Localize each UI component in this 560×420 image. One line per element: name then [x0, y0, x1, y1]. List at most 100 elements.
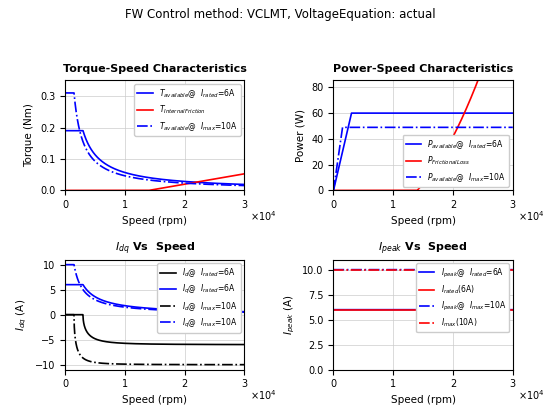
$I_{peak}$@  $I_{rated}$=6A	[339, 307, 346, 312]
$T_{available}$@  $I_{rated}$=6A	[144, 175, 151, 180]
$I_{rated}$(6A)	[330, 307, 337, 312]
$I_d$@  $I_{max}$=10A	[149, 362, 156, 367]
Y-axis label: Torque (Nm): Torque (Nm)	[25, 103, 34, 167]
$I_d$@  $I_{max}$=10A	[62, 312, 68, 317]
$P_{available}$@  $I_{max}$=10A	[413, 125, 419, 130]
$T_{InternalFriction}$	[62, 188, 68, 193]
Y-axis label: Power (W): Power (W)	[296, 109, 306, 162]
$I_{peak}$@  $I_{rated}$=6A	[358, 307, 365, 312]
$P_{available}$@  $I_{max}$=10A	[339, 125, 346, 130]
Title: $I_{peak}$ Vs  Speed: $I_{peak}$ Vs Speed	[379, 241, 468, 257]
$I_{peak}$@  $I_{max}$=10A	[472, 267, 478, 272]
Text: FW Control method: VCLMT, VoltageEquation: actual: FW Control method: VCLMT, VoltageEquatio…	[125, 8, 435, 21]
$T_{available}$@  $I_{rated}$=6A	[236, 182, 242, 187]
$I_q$@  $I_{rated}$=6A	[203, 308, 209, 313]
$I_q$@  $I_{max}$=10A	[62, 262, 68, 267]
$I_{peak}$@  $I_{max}$=10A	[346, 267, 352, 272]
$P_{FrictionalLoss}$	[413, 188, 419, 193]
Line: $I_d$@  $I_{max}$=10A: $I_d$@ $I_{max}$=10A	[65, 315, 244, 365]
$I_q$@  $I_{rated}$=6A	[241, 309, 248, 314]
$P_{available}$@  $I_{rated}$=6A	[413, 110, 419, 116]
$T_{available}$@  $I_{max}$=10A	[144, 177, 151, 182]
Line: $P_{available}$@  $I_{rated}$=6A: $P_{available}$@ $I_{rated}$=6A	[334, 113, 513, 190]
$I_{peak}$@  $I_{rated}$=6A	[418, 307, 424, 312]
$I_d$@  $I_{rated}$=6A	[71, 312, 78, 317]
Text: $\times10^4$: $\times10^4$	[250, 209, 277, 223]
X-axis label: Speed (rpm): Speed (rpm)	[391, 395, 456, 405]
$T_{available}$@  $I_{rated}$=6A	[71, 128, 78, 133]
$T_{available}$@  $I_{max}$=10A	[236, 183, 242, 188]
$I_{peak}$@  $I_{rated}$=6A	[358, 307, 365, 312]
$T_{InternalFriction}$	[241, 171, 248, 176]
$T_{available}$@  $I_{max}$=10A	[62, 90, 68, 95]
Legend: $T_{available}$@  $I_{rated}$=6A, $T_{InternalFriction}$, $T_{available}$@  $I_{: $T_{available}$@ $I_{rated}$=6A, $T_{Int…	[134, 84, 241, 136]
Line: $P_{available}$@  $I_{max}$=10A: $P_{available}$@ $I_{max}$=10A	[334, 127, 513, 190]
$P_{FrictionalLoss}$	[472, 86, 478, 91]
$I_d$@  $I_{rated}$=6A	[236, 342, 242, 347]
Line: $I_d$@  $I_{rated}$=6A: $I_d$@ $I_{rated}$=6A	[65, 315, 244, 344]
$I_q$@  $I_{max}$=10A	[236, 310, 242, 315]
$I_{peak}$@  $I_{max}$=10A	[505, 267, 511, 272]
$P_{available}$@  $I_{rated}$=6A	[417, 110, 424, 116]
$I_d$@  $I_{max}$=10A	[203, 362, 209, 367]
$I_{peak}$@  $I_{max}$=10A	[339, 267, 346, 272]
Line: $T_{available}$@  $I_{rated}$=6A: $T_{available}$@ $I_{rated}$=6A	[65, 131, 244, 184]
$I_{peak}$@  $I_{rated}$=6A	[472, 307, 478, 312]
Y-axis label: $I_{peak}$ (A): $I_{peak}$ (A)	[282, 294, 297, 335]
$P_{available}$@  $I_{max}$=10A	[340, 125, 347, 130]
Text: $\times10^4$: $\times10^4$	[519, 209, 545, 223]
$T_{InternalFriction}$	[203, 178, 209, 183]
$I_{max}$(10A)	[330, 267, 337, 272]
Line: $I_q$@  $I_{max}$=10A: $I_q$@ $I_{max}$=10A	[65, 265, 244, 312]
$I_{peak}$@  $I_{max}$=10A	[347, 267, 353, 272]
Line: $P_{FrictionalLoss}$: $P_{FrictionalLoss}$	[334, 0, 513, 190]
$T_{available}$@  $I_{max}$=10A	[71, 92, 78, 97]
$P_{available}$@  $I_{rated}$=6A	[330, 188, 337, 193]
$I_q$@  $I_{rated}$=6A	[236, 309, 242, 314]
$P_{available}$@  $I_{max}$=10A	[330, 188, 337, 193]
Line: $I_q$@  $I_{rated}$=6A: $I_q$@ $I_{rated}$=6A	[65, 285, 244, 312]
$I_{peak}$@  $I_{max}$=10A	[505, 267, 511, 272]
$P_{available}$@  $I_{rated}$=6A	[510, 110, 516, 116]
$P_{available}$@  $I_{max}$=10A	[472, 125, 478, 130]
$P_{available}$@  $I_{rated}$=6A	[505, 110, 511, 116]
$I_q$@  $I_{max}$=10A	[236, 310, 242, 315]
$I_d$@  $I_{max}$=10A	[236, 362, 242, 367]
$I_d$@  $I_{rated}$=6A	[236, 342, 242, 347]
$I_{rated}$(6A)	[330, 307, 337, 312]
$I_d$@  $I_{max}$=10A	[241, 362, 248, 367]
$T_{available}$@  $I_{rated}$=6A	[149, 176, 156, 181]
$I_q$@  $I_{rated}$=6A	[62, 282, 68, 287]
$P_{available}$@  $I_{max}$=10A	[510, 125, 516, 130]
X-axis label: Speed (rpm): Speed (rpm)	[122, 216, 187, 226]
$I_{peak}$@  $I_{max}$=10A	[510, 267, 516, 272]
$I_q$@  $I_{max}$=10A	[149, 307, 156, 312]
$T_{available}$@  $I_{max}$=10A	[241, 183, 248, 188]
$T_{InternalFriction}$	[71, 188, 78, 193]
$I_q$@  $I_{max}$=10A	[203, 309, 209, 314]
Title: Power-Speed Characteristics: Power-Speed Characteristics	[333, 64, 514, 74]
$I_d$@  $I_{max}$=10A	[236, 362, 242, 367]
$I_{peak}$@  $I_{max}$=10A	[418, 267, 424, 272]
$I_{peak}$@  $I_{rated}$=6A	[330, 307, 337, 312]
$I_q$@  $I_{rated}$=6A	[71, 282, 78, 287]
$T_{InternalFriction}$	[236, 172, 242, 177]
Line: $T_{InternalFriction}$: $T_{InternalFriction}$	[65, 174, 244, 190]
Legend: $I_d$@  $I_{rated}$=6A, $I_q$@  $I_{rated}$=6A, $I_d$@  $I_{max}$=10A, $I_q$@  $: $I_d$@ $I_{rated}$=6A, $I_q$@ $I_{rated}…	[157, 263, 241, 333]
$P_{available}$@  $I_{rated}$=6A	[349, 110, 356, 116]
Y-axis label: $I_{dq}$ (A): $I_{dq}$ (A)	[15, 299, 30, 331]
$I_q$@  $I_{rated}$=6A	[236, 309, 242, 314]
$I_d$@  $I_{max}$=10A	[144, 362, 151, 367]
$I_{peak}$@  $I_{rated}$=6A	[413, 307, 419, 312]
$P_{available}$@  $I_{rated}$=6A	[472, 110, 478, 116]
Line: $T_{available}$@  $I_{max}$=10A: $T_{available}$@ $I_{max}$=10A	[65, 93, 244, 186]
$I_q$@  $I_{max}$=10A	[71, 263, 78, 268]
$T_{available}$@  $I_{max}$=10A	[236, 183, 242, 188]
$I_q$@  $I_{max}$=10A	[241, 310, 248, 315]
$I_d$@  $I_{rated}$=6A	[203, 342, 209, 347]
$I_{max}$(10A)	[330, 267, 337, 272]
X-axis label: Speed (rpm): Speed (rpm)	[391, 216, 456, 226]
Title: $I_{dq}$ Vs  Speed: $I_{dq}$ Vs Speed	[114, 241, 195, 257]
$I_{peak}$@  $I_{max}$=10A	[330, 267, 337, 272]
$P_{FrictionalLoss}$	[330, 188, 337, 193]
